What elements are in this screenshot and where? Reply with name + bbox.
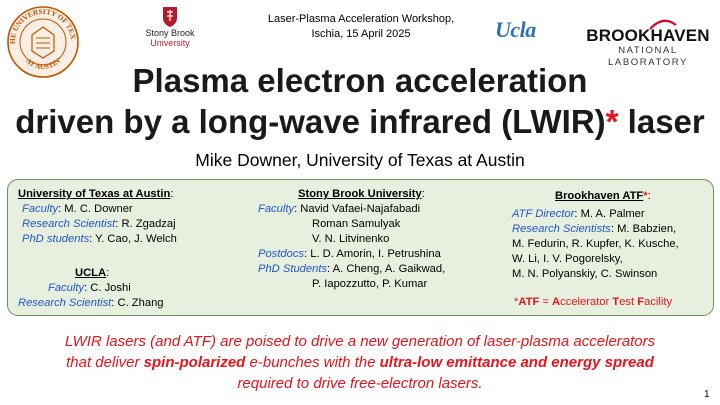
- brookhaven-group: Brookhaven ATF*: ATF Director: M. A. Pal…: [512, 189, 679, 282]
- stony-brook-group: Stony Brook University: Faculty: Navid V…: [258, 187, 445, 292]
- ut-austin-group: University of Texas at Austin: Faculty: …: [18, 187, 177, 247]
- note-a: A: [552, 296, 561, 308]
- stony-brook-phd-1: : A. Cheng, A. Gaikwad,: [327, 263, 446, 275]
- title-line2-text: driven by a long-wave infrared (LWIR): [15, 103, 606, 140]
- note-atf: ATF: [518, 296, 540, 308]
- collaborators-panel: [7, 179, 714, 316]
- workshop-date: Ischia, 15 April 2025: [311, 28, 411, 40]
- note-est: est: [619, 296, 638, 308]
- ut-research-scientist: : R. Zgadzaj: [115, 218, 176, 230]
- stony-brook-faculty-1: : Navid Vafaei-Najafabadi: [294, 203, 421, 215]
- stony-brook-name: Stony Brook University: [140, 28, 200, 48]
- ut-seal-bottom-text: AT AUSTIN: [24, 56, 62, 71]
- colon: :: [647, 190, 651, 202]
- note-equals: =: [539, 296, 553, 308]
- note-acility: acility: [644, 296, 673, 308]
- stony-brook-faculty-2: Roman Samulyak: [312, 218, 401, 230]
- workshop-name: Laser-Plasma Acceleration Workshop,: [267, 13, 455, 25]
- ut-austin-seal-logo: THE UNIVERSITY OF TEXAS AT AUSTIN: [3, 0, 80, 79]
- stony-brook-faculty-3: V. N. Litvinenko: [312, 233, 390, 245]
- ucla-group: UCLA: Faculty: C. Joshi Research Scienti…: [18, 266, 164, 311]
- brookhaven-group-header: Brookhaven ATF: [555, 190, 644, 202]
- slide-title-line1: Plasma electron acceleration: [132, 62, 588, 99]
- summary-line2: that deliver spin-polarized e-bunches wi…: [0, 352, 720, 373]
- role-label: Research Scientist: [18, 297, 112, 309]
- stony-brook-logo: Stony Brook University: [140, 6, 200, 48]
- stony-brook-line1: Stony Brook: [145, 28, 195, 38]
- author-line: Mike Downer, University of Texas at Aust…: [195, 150, 525, 170]
- atf-research-scientists-1: : M. Babzien,: [610, 223, 677, 235]
- workshop-info: Laser-Plasma Acceleration Workshop, Isch…: [250, 12, 472, 42]
- stony-brook-phd-2: P. Iapozzutto, P. Kumar: [312, 278, 428, 290]
- note-asterisk: *: [514, 296, 519, 308]
- role-label: Faculty: [22, 203, 59, 215]
- summary-spin-polarized: spin-polarized: [143, 354, 246, 371]
- role-label: PhD students: [22, 233, 90, 245]
- ucla-faculty: : C. Joshi: [84, 282, 131, 294]
- role-label: Research Scientist: [22, 218, 116, 230]
- ucla-research-scientist: : C. Zhang: [111, 297, 164, 309]
- role-label: Faculty: [258, 203, 295, 215]
- ut-faculty: : M. C. Downer: [58, 203, 133, 215]
- ucla-group-header: UCLA: [75, 267, 107, 279]
- slide-title-line2: driven by a long-wave infrared (LWIR)* l…: [0, 103, 720, 141]
- summary-line3: required to drive free-electron lasers.: [237, 375, 483, 392]
- role-label: ATF Director: [512, 208, 575, 220]
- colon: :: [106, 267, 110, 279]
- stony-brook-postdocs: : L. D. Amorin, I. Petrushina: [304, 248, 441, 260]
- svg-text:AT AUSTIN: AT AUSTIN: [24, 56, 62, 71]
- ut-group-header: University of Texas at Austin: [18, 188, 171, 200]
- summary-statement: LWIR lasers (and ATF) are poised to driv…: [0, 331, 720, 394]
- role-label: Postdocs: [258, 248, 305, 260]
- summary-emittance: ultra-low emittance and energy spread: [379, 354, 654, 371]
- brookhaven-subtitle: NATIONAL LABORATORY: [608, 45, 688, 68]
- colon: :: [170, 188, 174, 200]
- role-label: PhD Students: [258, 263, 328, 275]
- brookhaven-name: BROOKHAVEN: [586, 26, 710, 45]
- title-line2-end: laser: [618, 103, 705, 140]
- note-t: T: [612, 296, 620, 308]
- summary-text: that deliver: [66, 354, 144, 371]
- ucla-logo: Ucla: [495, 17, 536, 42]
- role-label: Faculty: [48, 282, 85, 294]
- brookhaven-asterisk: *: [643, 190, 648, 202]
- atf-research-scientists-3: W. Li, I. V. Pogorelsky,: [512, 253, 623, 265]
- ut-phd-students: : Y. Cao, J. Welch: [89, 233, 177, 245]
- atf-director: : M. A. Palmer: [574, 208, 645, 220]
- page-number: 1: [704, 389, 710, 400]
- atf-definition-note: *ATF = Accelerator Test Facility: [514, 296, 672, 308]
- atf-research-scientists-2: M. Fedurin, R. Kupfer, K. Kusche,: [512, 238, 679, 250]
- atf-research-scientists-4: M. N. Polyanskiy, C. Swinson: [512, 268, 658, 280]
- stony-brook-line2: University: [150, 38, 190, 48]
- brookhaven-logo: BROOKHAVEN NATIONAL LABORATORY: [578, 19, 718, 69]
- brookhaven-swoosh-icon: [649, 19, 677, 30]
- summary-text: e-bunches with the: [245, 354, 380, 371]
- role-label: Research Scientists: [512, 223, 611, 235]
- note-f: F: [637, 296, 645, 308]
- stony-brook-shield-icon: [162, 6, 178, 28]
- colon: :: [421, 188, 425, 200]
- summary-line1: LWIR lasers (and ATF) are poised to driv…: [64, 333, 656, 350]
- stony-brook-group-header: Stony Brook University: [298, 188, 422, 200]
- title-asterisk: *: [605, 103, 619, 140]
- note-ccelerator: ccelerator: [560, 296, 613, 308]
